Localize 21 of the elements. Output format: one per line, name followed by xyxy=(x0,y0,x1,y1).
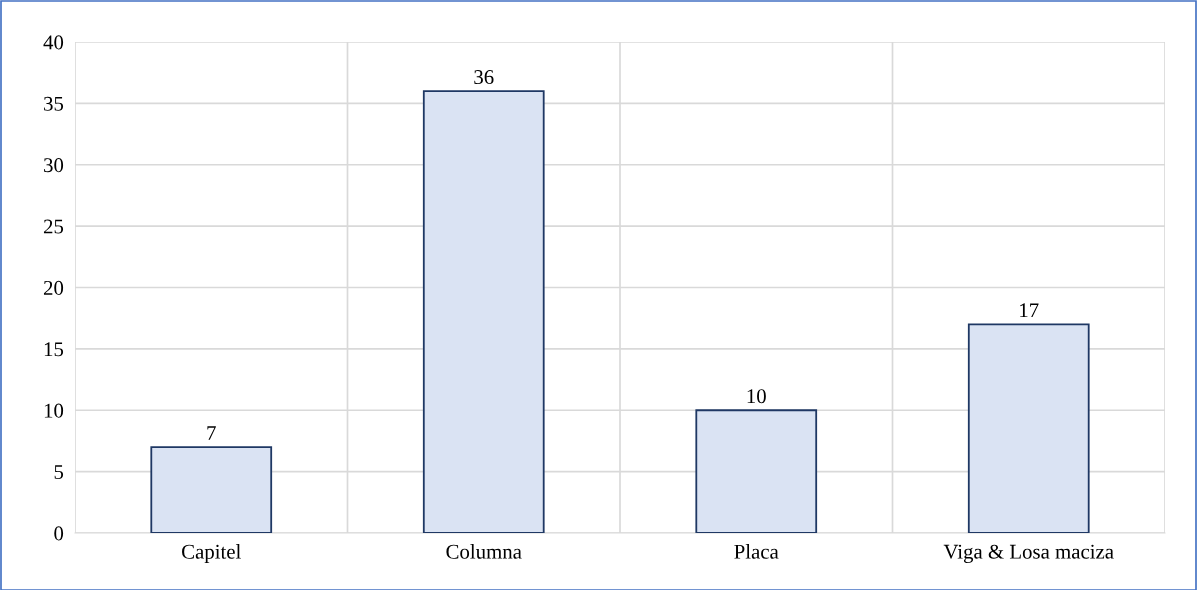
bar xyxy=(695,409,818,533)
y-tick-label: 30 xyxy=(44,158,64,173)
data-label: 7 xyxy=(207,426,216,440)
bar xyxy=(967,323,1090,533)
bar xyxy=(150,446,273,533)
y-tick-label: 15 xyxy=(44,342,64,357)
x-tick-label: Placa xyxy=(734,544,779,559)
bar xyxy=(422,90,545,533)
y-tick-label: 20 xyxy=(43,280,64,295)
y-tick-label: 5 xyxy=(54,465,64,480)
y-tick-label: 10 xyxy=(44,403,64,418)
y-tick-label: 25 xyxy=(43,219,64,234)
data-label: 10 xyxy=(747,389,766,404)
x-tick-label: Columna xyxy=(446,544,522,559)
data-label: 36 xyxy=(474,70,494,85)
y-tick-label: 40 xyxy=(43,35,64,50)
y-tick-label: 0 xyxy=(54,526,64,541)
y-tick-label: 35 xyxy=(44,96,64,111)
x-tick-label: Viga & Losa maciza xyxy=(943,544,1114,563)
x-tick-label: Capitel xyxy=(182,544,241,563)
data-label: 17 xyxy=(1020,303,1039,318)
